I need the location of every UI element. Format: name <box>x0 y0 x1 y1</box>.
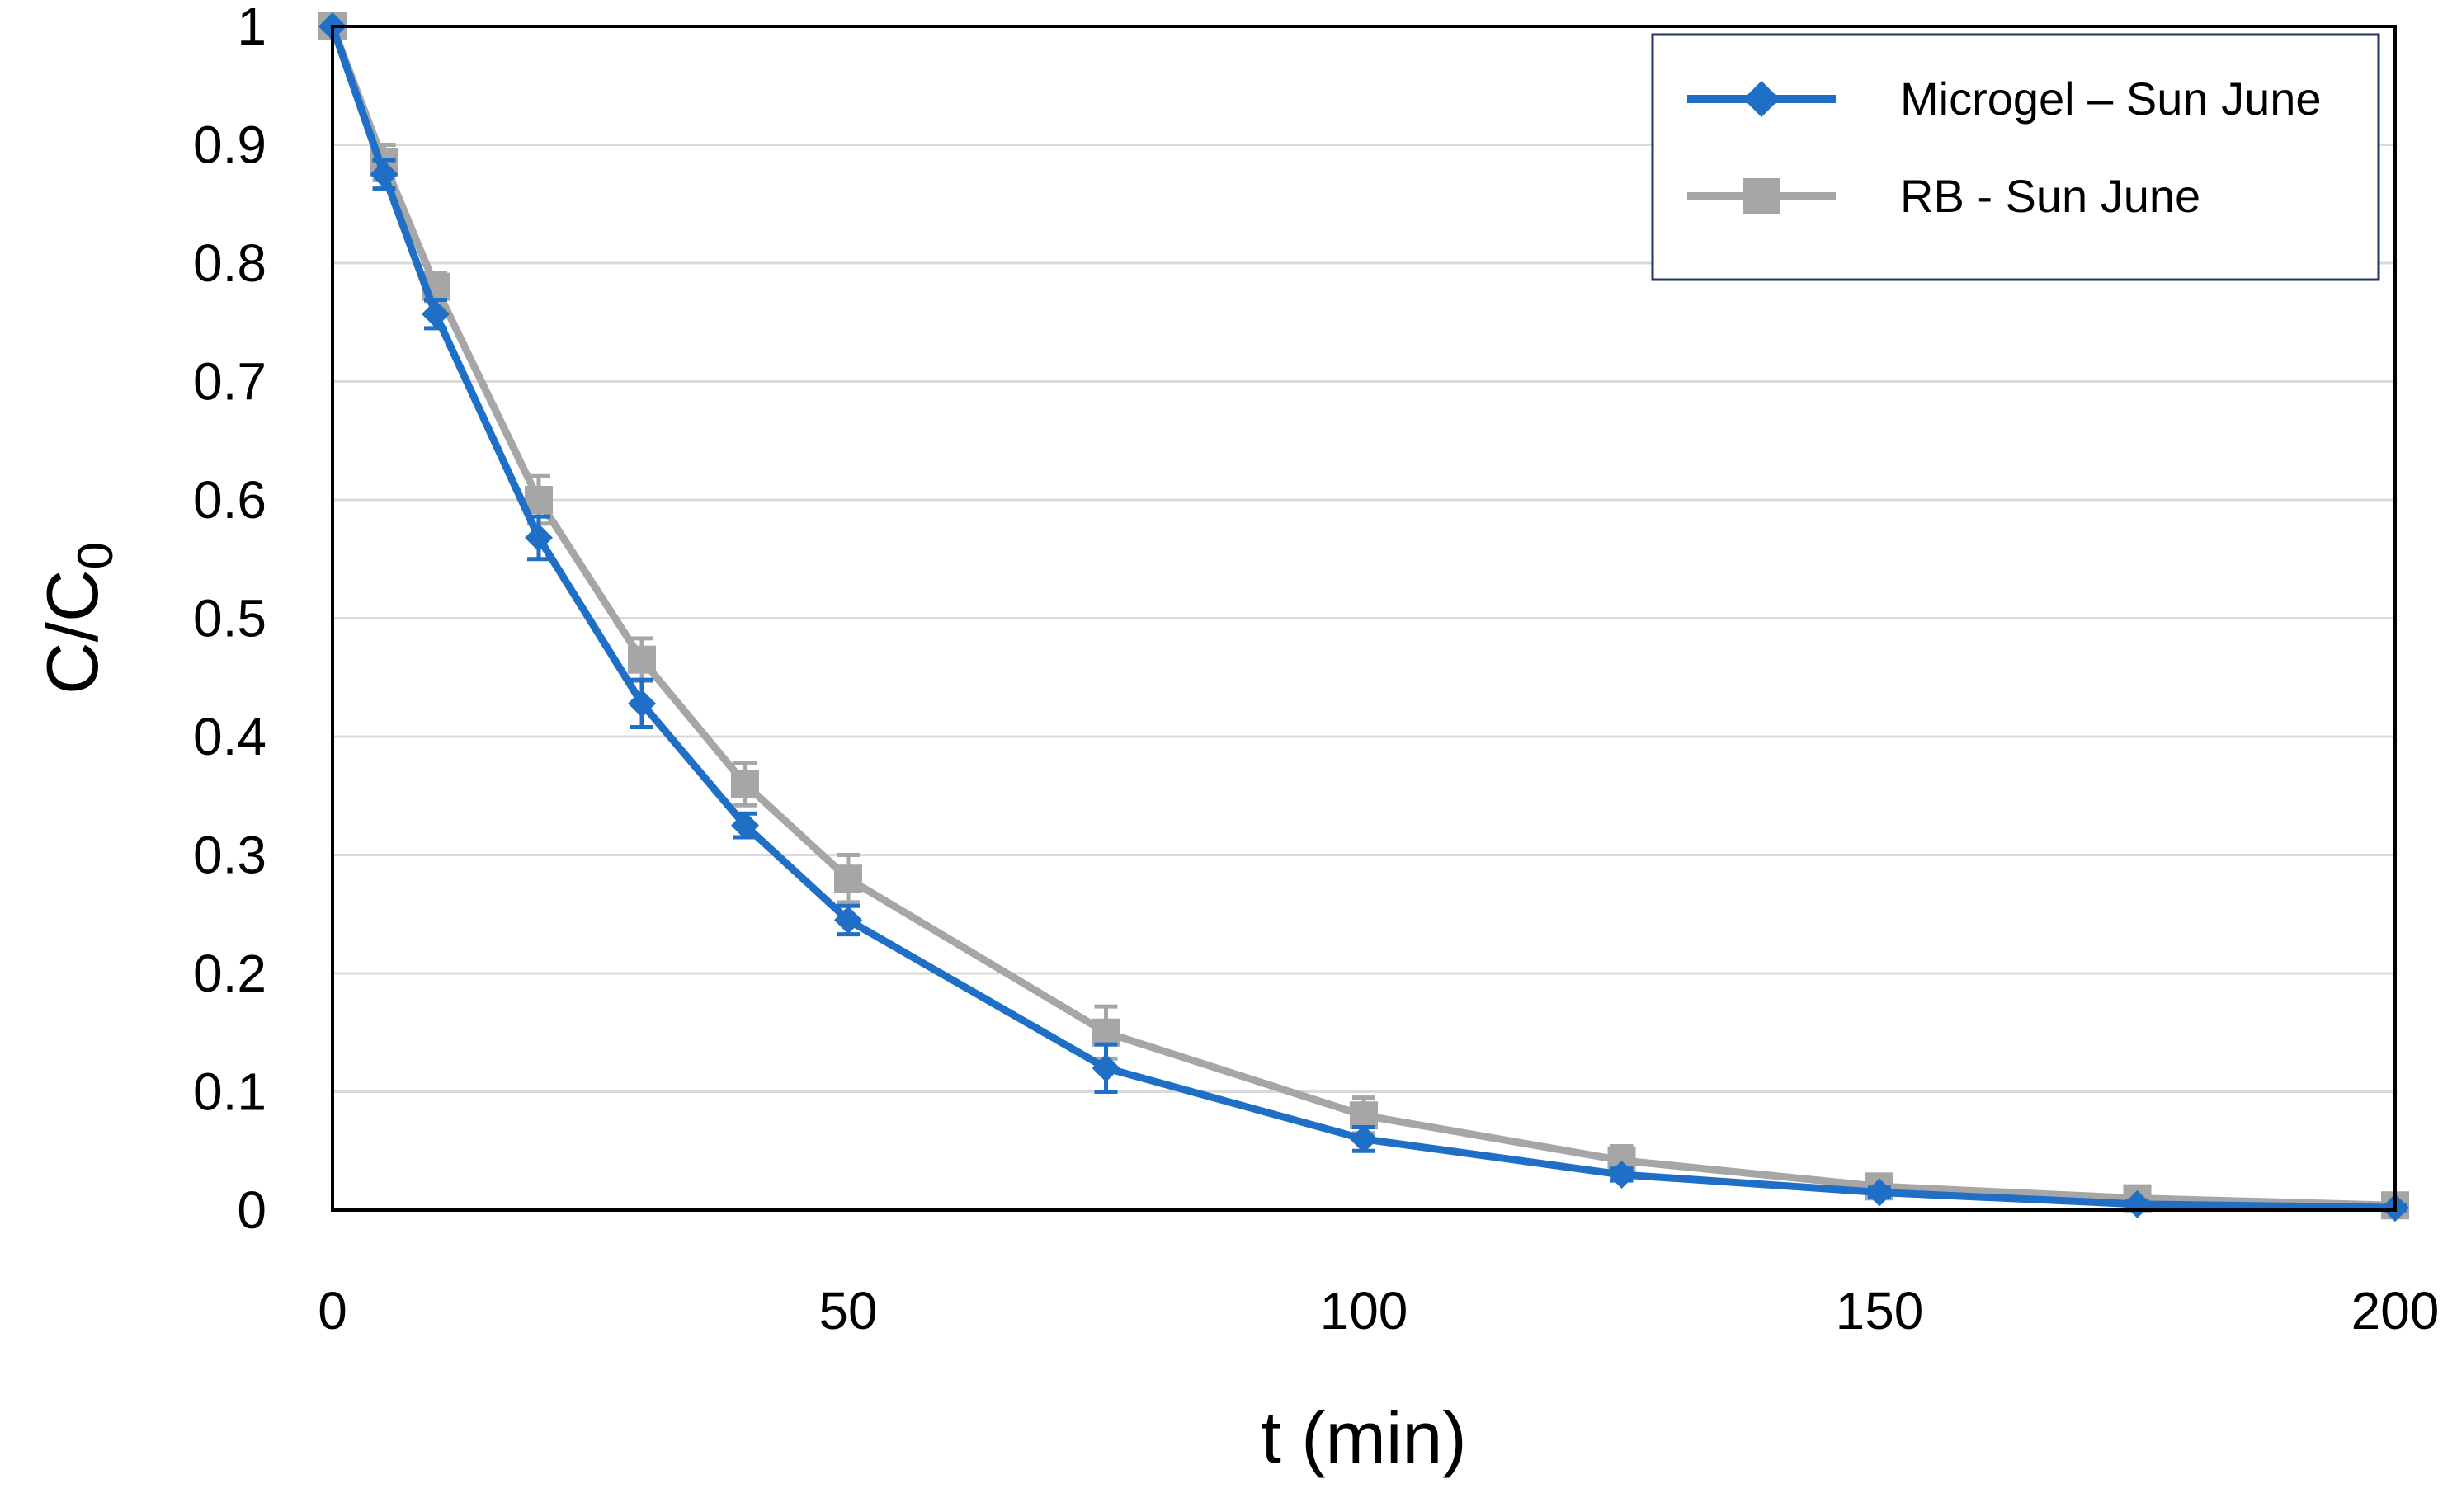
series-0 <box>318 12 2409 1222</box>
y-axis-title-subscript: 0 <box>68 542 123 569</box>
y-tick-label: 0.2 <box>193 944 266 1003</box>
x-tick-label: 50 <box>818 1281 877 1340</box>
y-tick-label: 0.4 <box>193 707 266 766</box>
legend-label-microgel: Microgel – Sun June <box>1900 73 2322 125</box>
y-tick-label: 0.9 <box>193 115 266 175</box>
plot-area-frame <box>331 25 2397 1212</box>
y-axis-title-main: C/C <box>31 569 113 695</box>
data-point <box>1092 1053 1120 1082</box>
data-point <box>1607 1160 1636 1189</box>
x-tick-label: 100 <box>1320 1281 1408 1340</box>
data-point <box>1092 1018 1120 1047</box>
data-point <box>628 689 656 718</box>
data-point <box>1350 1124 1378 1153</box>
legend-marker-microgel <box>1743 81 1780 117</box>
gridlines <box>332 144 2395 1093</box>
y-tick-label: 0 <box>237 1180 266 1240</box>
y-tick-label: 0.5 <box>193 589 266 648</box>
x-axis-title: t (min) <box>1261 1397 1466 1478</box>
y-tick-label: 0.8 <box>193 233 266 293</box>
y-tick-label: 0.3 <box>193 826 266 885</box>
legend: Microgel – Sun June RB - Sun June <box>1651 33 2380 281</box>
data-point <box>731 811 759 840</box>
y-tick-label: 0.7 <box>193 352 266 412</box>
legend-marker-rb <box>1743 178 1780 214</box>
y-tick-label: 1 <box>237 0 266 56</box>
data-point <box>834 864 862 893</box>
y-tick-label: 0.6 <box>193 470 266 530</box>
tick-labels: 0 0.1 0.2 0.3 0.4 0.5 0.6 0.7 0.8 0.9 1 0 50 100 150 20… <box>193 0 2439 1340</box>
x-tick-label: 0 <box>318 1281 347 1340</box>
data-point <box>1350 1101 1378 1130</box>
x-tick-label: 200 <box>2351 1281 2440 1340</box>
x-tick-label: 150 <box>1836 1281 1924 1340</box>
y-axis-title: C/C0 <box>31 542 123 695</box>
data-point <box>834 906 862 935</box>
data-point <box>370 160 398 189</box>
series-layer <box>318 12 2409 1222</box>
legend-label-rb: RB - Sun June <box>1900 170 2200 222</box>
data-point <box>628 645 656 674</box>
data-point <box>1865 1178 1893 1207</box>
legend-box <box>1651 33 2380 281</box>
data-point <box>731 770 759 798</box>
data-point <box>422 299 450 328</box>
data-point <box>525 523 553 552</box>
y-tick-label: 0.1 <box>193 1062 266 1122</box>
